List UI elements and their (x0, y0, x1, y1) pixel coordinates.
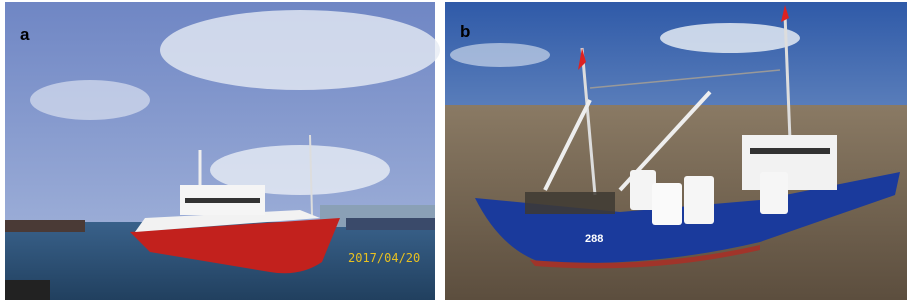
cloud (160, 10, 440, 90)
tank (684, 176, 714, 224)
panel-a: a 2017/04/20 (5, 2, 440, 300)
hull-number: 288 (585, 233, 603, 245)
crew (525, 192, 615, 214)
figure: a 2017/04/20 288 b (0, 0, 909, 303)
cloud (30, 80, 150, 120)
distant-ship (346, 218, 435, 230)
cloud (660, 23, 800, 53)
distant-ship (5, 220, 85, 232)
panel-label: b (460, 22, 470, 41)
page: a 2017/04/20 288 b (() => { const data =… (0, 0, 909, 303)
ship-windows (750, 148, 830, 154)
cloud (450, 43, 550, 67)
timestamp: 2017/04/20 (348, 251, 420, 265)
ship-windows (185, 198, 260, 203)
panel-b: 288 b (445, 2, 907, 300)
wheelhouse (742, 135, 837, 190)
dock-post (5, 280, 50, 300)
panel-label: a (20, 25, 30, 44)
tank (652, 183, 682, 225)
tank (760, 172, 788, 214)
